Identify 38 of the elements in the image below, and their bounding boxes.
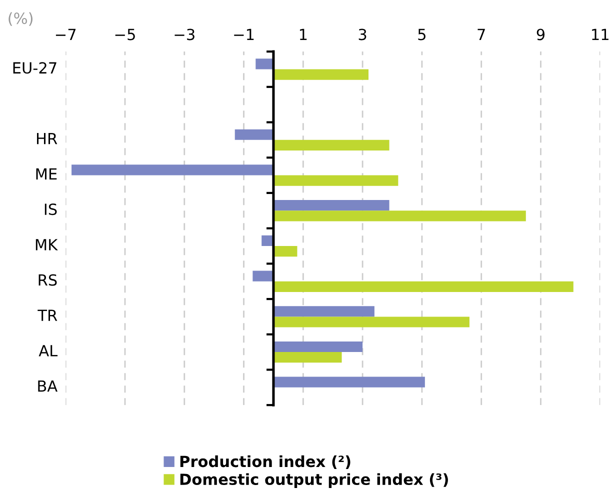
y-tick-label: BA	[38, 380, 58, 392]
bar	[273, 200, 390, 211]
x-tick-label: 11	[592, 28, 608, 40]
bar	[252, 270, 274, 282]
x-tick-label: −7	[56, 28, 76, 40]
chart-title: (%)	[8, 12, 32, 26]
bar	[273, 281, 574, 292]
x-tick-label: −1	[234, 28, 254, 40]
x-tick-label: 9	[536, 28, 545, 40]
bar	[72, 164, 274, 176]
x-tick-label: −3	[174, 28, 194, 40]
bar	[273, 341, 363, 352]
bar	[273, 306, 374, 317]
y-tick-label: IS	[44, 204, 57, 216]
bar	[273, 69, 368, 80]
y-tick-label: MK	[36, 239, 58, 250]
bar	[273, 246, 298, 257]
x-tick-label: 3	[358, 28, 366, 40]
bar	[256, 58, 274, 70]
x-tick-label: 1	[300, 28, 307, 40]
bar	[273, 175, 398, 186]
bar	[273, 140, 390, 151]
bar	[273, 376, 425, 388]
legend-label: Production index (²)	[180, 455, 350, 469]
x-tick-label: −5	[115, 28, 135, 40]
x-tick-label: 5	[418, 28, 426, 40]
bar	[273, 352, 342, 363]
bar	[273, 210, 526, 222]
legend-label: Domestic output price index (³)	[180, 473, 448, 488]
y-tick-label: AL	[38, 345, 58, 356]
bar	[273, 316, 470, 328]
y-tick-label: ME	[36, 168, 57, 180]
y-tick-label: HR	[37, 133, 58, 144]
x-tick-label: 7	[478, 28, 485, 40]
bar	[234, 129, 274, 140]
y-tick-label: TR	[38, 310, 58, 321]
y-tick-label: RS	[38, 274, 57, 286]
y-tick-label: EU-27	[13, 62, 56, 74]
